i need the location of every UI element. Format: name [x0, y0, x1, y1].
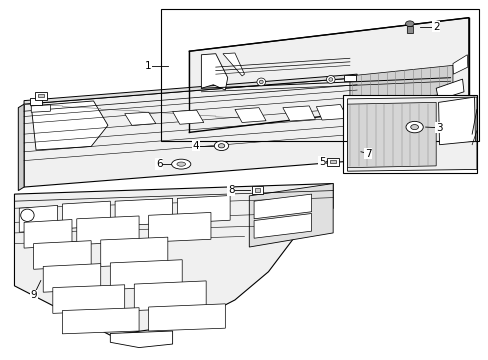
Text: 7: 7: [364, 149, 371, 158]
Polygon shape: [177, 195, 230, 223]
Text: 4: 4: [192, 141, 199, 151]
Polygon shape: [34, 241, 91, 269]
Text: 6: 6: [156, 159, 162, 169]
Polygon shape: [31, 101, 108, 150]
Polygon shape: [24, 74, 356, 104]
Bar: [406, 26, 412, 33]
Polygon shape: [24, 78, 356, 187]
Polygon shape: [53, 285, 124, 313]
Ellipse shape: [20, 209, 34, 221]
Polygon shape: [438, 97, 474, 145]
Polygon shape: [62, 201, 110, 229]
Polygon shape: [347, 102, 435, 168]
Polygon shape: [189, 18, 468, 132]
Polygon shape: [62, 308, 139, 334]
Polygon shape: [15, 184, 332, 335]
Ellipse shape: [410, 125, 418, 130]
Text: 3: 3: [435, 123, 442, 133]
Polygon shape: [43, 264, 101, 292]
Polygon shape: [110, 331, 172, 348]
Polygon shape: [19, 206, 58, 232]
Polygon shape: [101, 237, 167, 266]
Polygon shape: [347, 97, 476, 171]
Bar: [160, 9, 478, 141]
Polygon shape: [18, 104, 24, 190]
Polygon shape: [110, 260, 182, 289]
Bar: [342, 95, 476, 173]
Polygon shape: [234, 108, 265, 122]
Polygon shape: [148, 212, 210, 242]
Polygon shape: [223, 53, 244, 76]
Ellipse shape: [405, 121, 423, 133]
Polygon shape: [24, 220, 72, 248]
Bar: [38, 94, 43, 98]
Polygon shape: [172, 110, 203, 124]
Bar: [35, 92, 46, 100]
Polygon shape: [282, 106, 315, 121]
Polygon shape: [115, 198, 172, 226]
Bar: [30, 98, 41, 104]
Ellipse shape: [171, 159, 190, 169]
Ellipse shape: [259, 80, 263, 84]
Polygon shape: [316, 104, 347, 120]
Polygon shape: [349, 66, 452, 103]
Polygon shape: [254, 213, 311, 238]
Ellipse shape: [326, 76, 334, 83]
Polygon shape: [134, 281, 206, 311]
Polygon shape: [249, 184, 332, 247]
Ellipse shape: [218, 144, 224, 148]
Ellipse shape: [328, 78, 332, 81]
Polygon shape: [452, 55, 467, 74]
Text: 2: 2: [432, 22, 439, 32]
Ellipse shape: [405, 21, 413, 27]
Ellipse shape: [177, 162, 185, 166]
Text: 9: 9: [30, 291, 37, 300]
Text: 8: 8: [227, 185, 234, 195]
Polygon shape: [77, 216, 139, 244]
Polygon shape: [148, 304, 225, 331]
Bar: [327, 158, 338, 166]
Bar: [344, 75, 355, 81]
Polygon shape: [254, 194, 311, 219]
Polygon shape: [31, 105, 50, 112]
Bar: [329, 160, 335, 163]
Text: 1: 1: [144, 62, 151, 71]
Polygon shape: [435, 79, 463, 100]
Text: 5: 5: [318, 157, 325, 167]
Ellipse shape: [214, 141, 228, 150]
Ellipse shape: [256, 78, 265, 86]
Polygon shape: [201, 54, 227, 90]
Bar: [254, 189, 260, 192]
Bar: [251, 186, 263, 194]
Polygon shape: [124, 112, 156, 125]
